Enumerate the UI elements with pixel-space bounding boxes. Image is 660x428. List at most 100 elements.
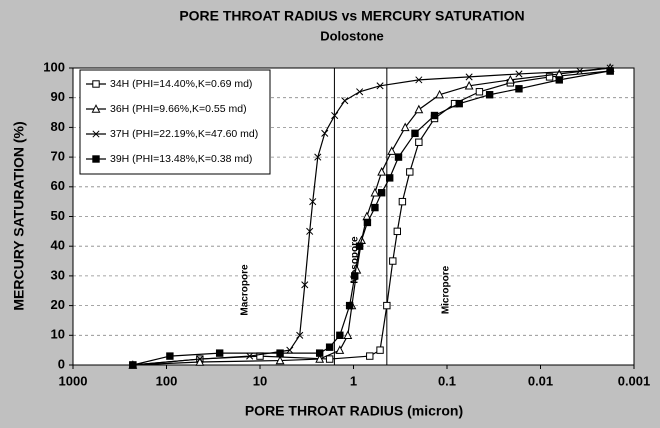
x-tick-label: 1000 — [59, 373, 88, 388]
marker — [92, 155, 100, 163]
y-tick-label: 40 — [51, 238, 65, 253]
marker — [286, 346, 294, 354]
marker — [321, 129, 329, 137]
marker — [406, 168, 414, 176]
marker — [301, 281, 309, 289]
marker — [415, 76, 423, 84]
marker — [196, 355, 204, 363]
x-tick-label: 0.001 — [618, 373, 651, 388]
y-tick-label: 50 — [51, 208, 65, 223]
marker — [376, 82, 384, 90]
marker — [606, 67, 614, 75]
marker — [415, 138, 423, 146]
marker — [576, 67, 584, 75]
marker — [366, 352, 374, 360]
marker — [394, 153, 403, 161]
x-tick-label: 1 — [350, 373, 357, 388]
marker — [325, 343, 334, 351]
marker — [485, 91, 494, 99]
marker — [398, 197, 407, 206]
y-tick-label: 10 — [51, 327, 65, 342]
marker — [129, 361, 137, 369]
x-tick-label: 0.1 — [438, 373, 456, 388]
marker — [383, 301, 391, 310]
marker — [351, 272, 359, 280]
y-tick-label: 20 — [51, 297, 65, 312]
marker — [195, 357, 205, 366]
marker — [545, 73, 554, 81]
marker — [430, 111, 439, 120]
marker — [341, 97, 349, 105]
series-line — [132, 67, 611, 366]
legend-label: 36H (PHI=9.66%,K=0.55 md) — [110, 103, 247, 115]
marker — [411, 129, 419, 138]
marker — [314, 153, 322, 161]
marker — [356, 88, 364, 96]
marker — [215, 349, 224, 357]
annotation: Micropore — [441, 265, 452, 314]
marker — [276, 349, 284, 357]
annotation: Mesopore — [350, 236, 361, 284]
marker — [92, 80, 100, 88]
marker — [475, 88, 484, 96]
chart-title: PORE THROAT RADIUS vs MERCURY SATURATION — [179, 8, 524, 24]
plot-border — [72, 67, 635, 366]
marker — [400, 122, 410, 132]
legend-label: 37H (PHI=22.19%,K=47.60 md) — [110, 128, 258, 140]
legend-box — [79, 69, 271, 175]
marker — [363, 218, 372, 227]
y-axis-label: MERCURY SATURATION (%) — [11, 121, 27, 310]
marker — [455, 99, 463, 108]
x-tick-label: 100 — [156, 373, 178, 388]
marker — [377, 167, 387, 176]
marker — [325, 355, 334, 363]
y-tick-label: 90 — [51, 89, 65, 104]
marker — [515, 85, 523, 93]
marker — [315, 349, 324, 357]
y-tick-label: 100 — [43, 59, 65, 74]
marker — [331, 111, 339, 120]
marker — [371, 203, 379, 212]
annotation: Macropore — [240, 264, 251, 316]
marker — [414, 104, 424, 114]
x-axis-label: PORE THROAT RADIUS (micron) — [245, 403, 463, 419]
marker — [465, 73, 473, 81]
marker — [345, 301, 354, 310]
y-tick-label: 80 — [51, 119, 65, 134]
marker — [555, 76, 563, 84]
marker — [91, 104, 101, 113]
marker — [343, 330, 353, 339]
x-tick-label: 10 — [253, 373, 267, 388]
marker — [275, 355, 285, 365]
marker — [377, 189, 386, 197]
series-line — [132, 70, 611, 366]
marker — [376, 346, 384, 354]
marker — [393, 227, 402, 236]
chart-subtitle: Dolostone — [320, 28, 384, 43]
marker — [355, 242, 364, 250]
marker — [386, 174, 394, 182]
marker — [505, 74, 515, 84]
marker — [464, 80, 474, 90]
marker — [246, 352, 254, 360]
marker — [166, 352, 174, 360]
marker — [435, 89, 445, 99]
marker — [389, 257, 397, 265]
y-tick-label: 0 — [58, 356, 65, 371]
x-tick-label: 0.01 — [528, 373, 553, 388]
marker — [370, 187, 380, 197]
y-tick-label: 30 — [51, 267, 65, 282]
legend-label: 39H (PHI=13.48%,K=0.38 md) — [110, 153, 252, 165]
marker — [306, 227, 314, 235]
y-tick-label: 60 — [51, 178, 65, 193]
marker — [309, 198, 317, 206]
y-tick-label: 70 — [51, 149, 65, 164]
marker — [92, 130, 100, 138]
marker — [387, 146, 397, 155]
marker — [335, 345, 345, 354]
legend-label: 34H (PHI=14.40%,K=0.69 md) — [110, 78, 252, 90]
marker — [515, 70, 523, 78]
marker — [315, 354, 325, 363]
marker — [296, 331, 304, 339]
